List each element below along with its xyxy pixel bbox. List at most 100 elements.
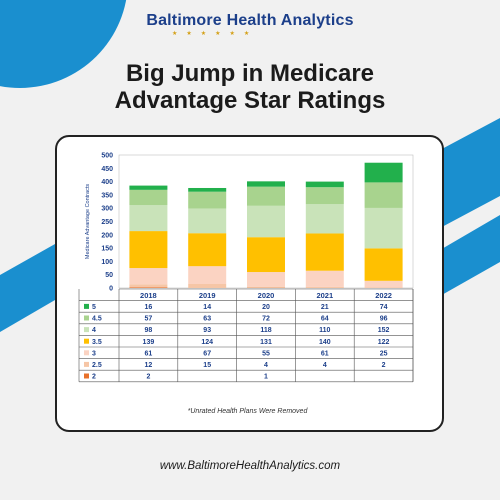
data-label: 139 [143,339,155,346]
data-label: 122 [378,339,390,346]
data-label: 152 [378,327,390,334]
legend-swatch [84,350,89,356]
data-label: 74 [380,304,388,311]
bar-segment [188,208,227,234]
data-label: 55 [262,350,270,357]
x-tick-label: 2018 [140,291,157,300]
data-label: 1 [264,374,268,381]
data-label: 21 [321,304,329,311]
y-tick-label: 200 [101,232,113,239]
bar-segment [364,248,403,281]
data-label: 118 [260,327,271,334]
decor-stripe-right-1 [440,118,500,228]
brand-stars: ★★★★★★ [172,31,259,37]
legend-swatch [84,338,89,344]
data-label: 67 [203,350,211,357]
bar-segment [188,284,227,288]
data-label: 12 [145,362,153,369]
x-tick-label: 2019 [199,291,216,300]
bar-segment [364,182,403,208]
bar-segment [188,191,227,209]
legend-label: 4 [92,327,96,334]
bar-segment [305,270,344,287]
data-label: 96 [380,316,388,323]
x-tick-label: 2022 [375,291,392,300]
data-label: 124 [201,339,213,346]
bar-segment [364,207,403,249]
data-label: 140 [319,339,331,346]
legend-label: 3.5 [92,339,102,346]
data-label: 63 [203,316,211,323]
bar-segment [305,187,344,205]
bar-segment [364,280,403,288]
decor-stripe-left [0,244,55,332]
y-axis-label: Medicare Advantage Contracts [85,184,91,259]
chart-note: *Unrated Health Plans Were Removed [187,408,308,415]
footer-url: www.BaltimoreHealthAnalytics.com [159,460,341,472]
bar-segment [129,231,168,269]
data-label: 15 [203,362,211,369]
legend-label: 3 [92,350,96,357]
data-label: 72 [262,316,270,323]
legend-label: 5 [92,304,96,311]
data-label: 98 [145,327,153,334]
y-tick-label: 400 [101,179,113,186]
bar-segment [247,181,285,187]
bar-segment [305,233,344,271]
legend-swatch [84,315,89,321]
y-tick-label: 250 [101,219,113,226]
bar-segment [364,162,403,183]
data-label: 14 [203,304,211,311]
data-label: 4 [264,362,268,369]
data-label: 131 [260,339,272,346]
bar-segment [129,205,168,232]
title-line-2: Advantage Star Ratings [114,87,386,114]
bar-segment [188,187,227,192]
brand-name-part2: Health Analytics [226,12,354,29]
y-tick-label: 350 [101,192,113,199]
bar-segment [247,186,285,206]
brand-name-part1: Baltimore [146,12,222,29]
bar-segment [188,233,227,267]
legend-swatch [84,373,89,379]
decor-circle-top-left [0,0,127,88]
legend-swatch [84,303,89,309]
y-tick-label: 50 [105,272,113,279]
y-tick-label: 500 [101,153,113,160]
legend-swatch [84,327,89,333]
data-label: 4 [323,362,327,369]
title-line-1: Big Jump in Medicare [125,60,375,87]
bar-segment [247,205,285,238]
bar-segment [129,189,168,206]
bar-segment [129,284,168,288]
data-label: 2 [146,374,150,381]
data-label: 93 [203,327,211,334]
bar-segment [305,181,344,188]
bar-segment [247,272,285,287]
y-tick-label: 300 [101,206,113,213]
bar-segment [129,287,168,288]
data-label: 64 [321,316,329,323]
bar-segment [305,286,344,288]
legend-label: 2.5 [92,362,102,369]
data-label: 25 [380,350,388,357]
data-label: 61 [321,350,329,357]
data-label: 61 [145,350,153,357]
bar-segment [364,287,403,288]
legend-label: 2 [92,374,96,381]
data-label: 57 [145,316,153,323]
data-label: 2 [382,362,386,369]
data-label: 20 [262,304,270,311]
x-tick-label: 2021 [316,291,333,300]
y-tick-label: 450 [101,166,113,173]
y-tick-label: 0 [109,286,113,293]
x-tick-label: 2020 [258,291,275,300]
bar-segment [129,185,168,190]
bar-segment [188,266,227,285]
page-title: Big Jump in Medicare Advantage Star Rati… [0,60,500,114]
data-label: 110 [319,327,330,334]
brand-logo: Baltimore Health Analytics [0,12,500,30]
bar-segment [129,268,168,285]
